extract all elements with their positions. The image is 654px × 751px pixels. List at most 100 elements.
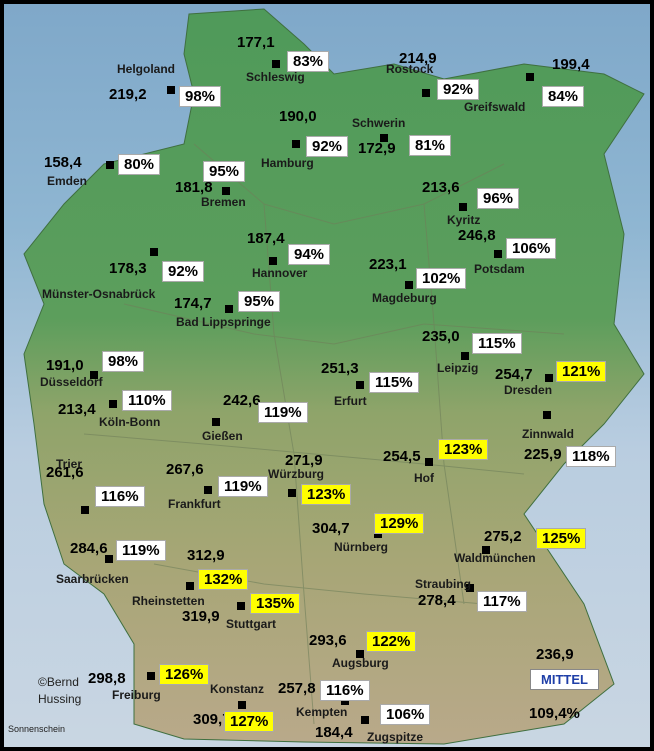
station-value: 254,7 — [495, 366, 533, 383]
station-name: Helgoland — [117, 62, 176, 76]
mittel-percent: 109,4% — [529, 705, 580, 722]
station-value: 319,9 — [182, 608, 220, 625]
station-marker — [543, 411, 551, 419]
station-value: 267,6 — [166, 461, 204, 478]
station-name: Kempten — [296, 705, 348, 719]
station-percent-badge: 121% — [556, 361, 607, 382]
station-marker — [459, 203, 467, 211]
station-percent-badge: 115% — [369, 372, 419, 393]
station-name: Augsburg — [332, 656, 389, 670]
station-percent-badge: 116% — [320, 680, 370, 701]
station-percent-badge: 106% — [506, 238, 557, 259]
station-marker — [147, 672, 155, 680]
station-marker — [204, 486, 212, 494]
station-marker — [356, 381, 364, 389]
station-marker — [422, 89, 430, 97]
station-marker — [109, 400, 117, 408]
station-name: Hamburg — [261, 156, 314, 170]
station-percent-badge: 110% — [122, 390, 172, 411]
station-marker — [545, 374, 553, 382]
station-value: 174,7 — [174, 295, 212, 312]
station-marker — [482, 546, 490, 554]
station-marker — [150, 248, 158, 256]
station-percent-badge: 92% — [306, 136, 349, 157]
station-value: 284,6 — [70, 540, 108, 557]
station-percent-badge: 98% — [179, 86, 222, 107]
station-marker — [526, 73, 534, 81]
station-marker — [81, 506, 89, 514]
station-name: Nürnberg — [334, 540, 388, 554]
station-percent-badge: 106% — [380, 704, 431, 725]
station-name: Frankfurt — [168, 497, 221, 511]
station-marker — [167, 86, 175, 94]
station-percent-badge: 123% — [301, 484, 352, 505]
station-marker — [380, 134, 388, 142]
station-percent-badge: 118% — [566, 446, 616, 467]
station-percent-badge: 127% — [224, 711, 275, 732]
station-name: Freiburg — [112, 688, 161, 702]
station-value: 298,8 — [88, 670, 126, 687]
station-marker — [405, 281, 413, 289]
station-name: Leipzig — [437, 361, 479, 375]
station-name: Düsseldorf — [40, 375, 103, 389]
station-value: 242,6 — [223, 392, 261, 409]
station-name: Magdeburg — [372, 291, 437, 305]
station-name: Rheinstetten — [132, 594, 205, 608]
station-name: Kyritz — [447, 213, 481, 227]
station-name: Dresden — [504, 383, 553, 397]
station-value: 191,0 — [46, 357, 84, 374]
station-percent-badge: 92% — [162, 261, 205, 282]
station-marker — [237, 602, 245, 610]
station-value: 172,9 — [358, 140, 396, 157]
station-value: 158,4 — [44, 154, 82, 171]
station-value: 214,9 — [399, 50, 437, 67]
station-percent-badge: 95% — [203, 161, 246, 182]
station-marker — [292, 140, 300, 148]
station-percent-badge: 95% — [238, 291, 281, 312]
station-marker — [356, 650, 364, 658]
station-name: Potsdam — [474, 262, 525, 276]
station-value: 235,0 — [422, 328, 460, 345]
station-marker — [466, 584, 474, 592]
station-value: 312,9 — [187, 547, 225, 564]
station-percent-badge: 119% — [258, 402, 308, 423]
station-name: Hof — [414, 471, 434, 485]
station-marker — [494, 250, 502, 258]
station-value: 184,4 — [315, 724, 353, 741]
station-value: 251,3 — [321, 360, 359, 377]
station-name: Bremen — [201, 195, 246, 209]
station-percent-badge: 126% — [159, 664, 210, 685]
station-marker — [374, 530, 382, 538]
station-name: Hannover — [252, 266, 308, 280]
station-value: 304,7 — [312, 520, 350, 537]
station-percent-badge: 96% — [477, 188, 520, 209]
station-name: Erfurt — [334, 394, 367, 408]
station-value: 187,4 — [247, 230, 285, 247]
station-percent-badge: 135% — [250, 593, 301, 614]
station-name: Bad Lippspringe — [176, 315, 271, 329]
station-percent-badge: 81% — [409, 135, 452, 156]
station-marker — [238, 701, 246, 709]
station-name: Köln-Bonn — [99, 415, 161, 429]
station-value: 275,2 — [484, 528, 522, 545]
station-value: 199,4 — [552, 56, 590, 73]
station-percent-badge: 117% — [477, 591, 527, 612]
station-percent-badge: 132% — [198, 569, 249, 590]
station-value: 219,2 — [109, 86, 147, 103]
station-value: 246,8 — [458, 227, 496, 244]
station-marker — [222, 187, 230, 195]
station-value: 181,8 — [175, 179, 213, 196]
station-name: Schleswig — [246, 70, 305, 84]
credit-caption: Sonnenschein — [8, 724, 66, 734]
station-percent-badge: 92% — [437, 79, 480, 100]
station-name: Stuttgart — [226, 617, 276, 631]
station-percent-badge: 129% — [374, 513, 425, 534]
station-marker — [225, 305, 233, 313]
station-value: 225,9 — [524, 446, 562, 463]
station-percent-badge: 116% — [95, 486, 145, 507]
station-marker — [272, 60, 280, 68]
station-value: 257,8 — [278, 680, 316, 697]
state-borders — [83, 143, 565, 725]
station-marker — [105, 555, 113, 563]
credit-line1: ©Bernd — [38, 675, 79, 689]
